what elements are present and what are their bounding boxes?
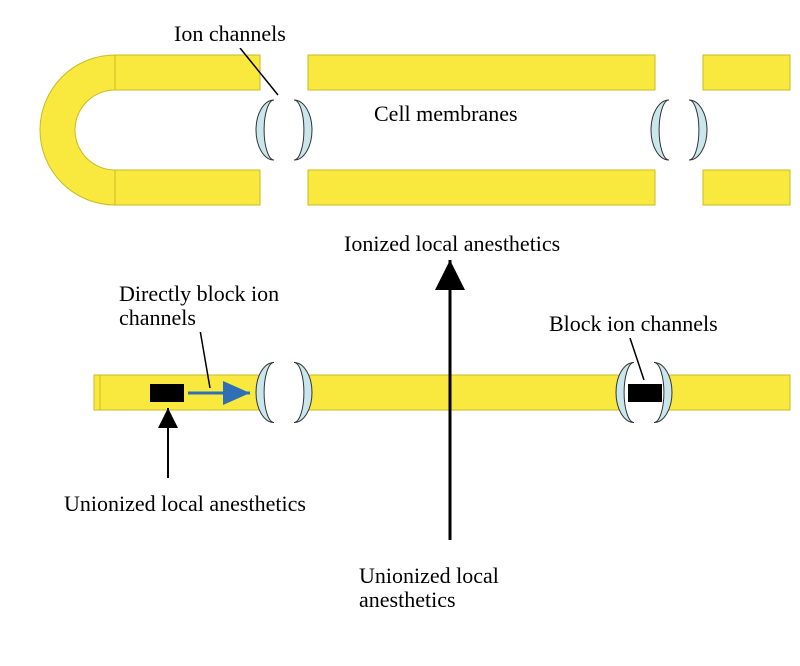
upper-top-seg-2 bbox=[703, 55, 790, 90]
upper-ch2-left bbox=[651, 100, 669, 160]
upper-ch1-right bbox=[294, 100, 312, 160]
upper-bot-seg-2 bbox=[703, 170, 790, 205]
block1 bbox=[150, 384, 184, 402]
upper-bot-seg-1 bbox=[308, 170, 655, 205]
label-cell-membranes: Cell membranes bbox=[370, 100, 522, 128]
upper-bot-seg-0 bbox=[115, 170, 260, 205]
lower-ch1-left bbox=[256, 363, 274, 423]
label-ion-channels: Ion channels bbox=[170, 20, 290, 48]
lower-ch1-right bbox=[294, 363, 312, 423]
label-ionized-la: Ionized local anesthetics bbox=[340, 230, 564, 258]
diagram-root: { "labels": { "ion_channels": "Ion chann… bbox=[0, 0, 800, 666]
lower-seg-1 bbox=[308, 375, 620, 410]
upper-ch1-left bbox=[256, 100, 274, 160]
upper-top-seg-1 bbox=[308, 55, 655, 90]
upper-cap bbox=[40, 55, 115, 205]
label-unionized-la-1: Unionized local anesthetics bbox=[60, 490, 310, 518]
label-unionized-la-2: Unionized localanesthetics bbox=[355, 562, 503, 614]
upper-top-seg-0 bbox=[115, 55, 260, 90]
lower-left-cap bbox=[94, 375, 100, 410]
upper-ch2-right bbox=[689, 100, 707, 160]
lower-seg-2 bbox=[668, 375, 790, 410]
label-block-ion-channels: Block ion channels bbox=[545, 310, 722, 338]
label-directly-block: Directly block ionchannels bbox=[115, 280, 283, 332]
leader-block-ion bbox=[630, 338, 644, 380]
block2 bbox=[628, 384, 662, 402]
